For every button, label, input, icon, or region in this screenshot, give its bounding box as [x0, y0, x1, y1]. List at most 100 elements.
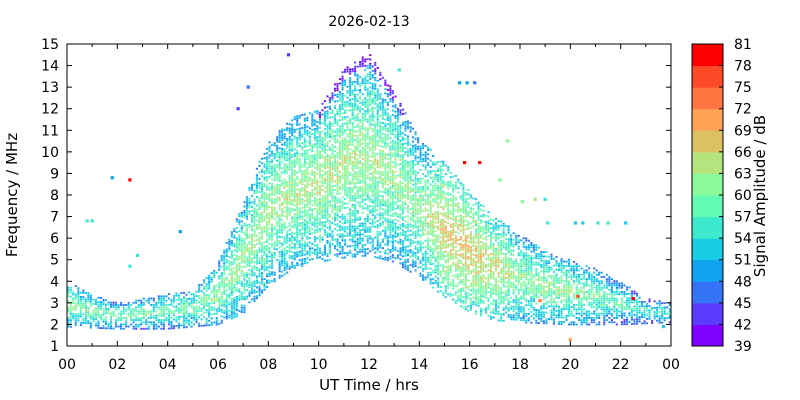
- data-cell: [356, 158, 359, 161]
- data-cell: [97, 324, 100, 327]
- data-cell: [369, 114, 372, 117]
- data-cell: [303, 180, 306, 183]
- data-cell: [266, 206, 269, 209]
- data-cell: [354, 193, 357, 195]
- data-cell: [286, 213, 289, 216]
- data-cell: [253, 213, 256, 216]
- data-cell: [263, 254, 266, 257]
- data-cell: [278, 190, 281, 193]
- data-cell: [369, 168, 372, 171]
- data-cell: [82, 304, 85, 307]
- data-cell: [384, 213, 387, 216]
- data-cell: [364, 248, 367, 251]
- data-cell: [276, 190, 279, 192]
- data-cell: [349, 141, 352, 144]
- data-cell: [339, 95, 342, 98]
- data-cell: [399, 135, 402, 138]
- data-cell: [354, 175, 357, 178]
- data-cell: [298, 246, 301, 249]
- data-cell: [336, 190, 339, 193]
- data-cell: [406, 126, 409, 129]
- data-cell: [422, 199, 425, 201]
- data-cell: [303, 171, 306, 174]
- data-cell: [349, 122, 352, 125]
- data-cell: [344, 189, 347, 192]
- data-cell: [271, 154, 274, 157]
- data-cell: [303, 240, 306, 243]
- data-cell: [366, 110, 369, 112]
- data-cell: [364, 151, 367, 154]
- data-cell: [339, 181, 342, 184]
- data-cell: [381, 117, 384, 120]
- data-cell: [328, 131, 331, 134]
- data-cell: [273, 232, 276, 235]
- data-cell: [268, 247, 271, 249]
- data-cell: [434, 198, 437, 200]
- data-cell: [308, 198, 311, 201]
- data-cell: [298, 214, 301, 216]
- data-cell: [296, 128, 299, 131]
- data-cell: [328, 123, 331, 125]
- data-cell: [414, 254, 417, 257]
- data-cell: [349, 228, 352, 230]
- data-cell: [399, 169, 402, 172]
- data-cell: [152, 327, 155, 330]
- data-cell: [424, 166, 427, 169]
- data-cell: [298, 255, 301, 257]
- data-cell: [414, 215, 417, 218]
- data-cell: [311, 133, 314, 135]
- data-cell: [278, 138, 281, 141]
- data-cell: [283, 254, 286, 256]
- data-cell: [298, 244, 301, 247]
- data-cell: [293, 208, 296, 211]
- data-cell: [386, 211, 389, 214]
- data-cell: [261, 248, 264, 251]
- data-cell: [281, 184, 284, 187]
- data-cell: [268, 266, 271, 269]
- data-cell: [386, 177, 389, 180]
- data-cell: [379, 153, 382, 156]
- data-cell: [401, 244, 404, 247]
- data-cell: [349, 120, 352, 122]
- data-cell: [427, 233, 430, 236]
- data-cell: [276, 172, 279, 175]
- data-cell: [228, 279, 231, 282]
- data-cell: [376, 198, 379, 201]
- data-cell: [396, 228, 399, 231]
- data-cell: [306, 140, 309, 143]
- data-cell: [223, 301, 226, 304]
- data-cell: [326, 162, 329, 165]
- data-cell: [253, 297, 256, 300]
- data-cell: [424, 263, 427, 266]
- data-cell: [427, 224, 430, 227]
- data-cell: [110, 305, 113, 308]
- data-cell: [243, 209, 246, 212]
- data-cell: [120, 323, 123, 326]
- data-cell: [381, 191, 384, 193]
- data-cell: [391, 254, 394, 256]
- data-cell: [429, 166, 432, 168]
- data-cell: [311, 154, 314, 157]
- data-cell: [396, 129, 399, 132]
- data-cell: [225, 304, 228, 307]
- data-cell: [391, 230, 394, 233]
- data-cell: [341, 131, 344, 134]
- data-cell: [115, 306, 118, 308]
- data-cell: [422, 186, 425, 189]
- data-cell: [356, 227, 359, 230]
- data-cell: [303, 152, 306, 155]
- data-cell: [308, 140, 311, 143]
- data-cell: [258, 223, 261, 226]
- data-cell: [296, 201, 299, 204]
- data-cell: [240, 224, 243, 227]
- data-cell: [414, 252, 417, 255]
- data-cell: [255, 234, 258, 237]
- data-cell: [434, 282, 437, 284]
- data-cell: [283, 273, 286, 276]
- data-cell: [253, 224, 256, 227]
- data-cell: [183, 296, 186, 299]
- data-cell: [366, 88, 369, 91]
- data-cell: [288, 140, 291, 143]
- data-cell: [301, 183, 304, 185]
- data-cell: [293, 189, 296, 192]
